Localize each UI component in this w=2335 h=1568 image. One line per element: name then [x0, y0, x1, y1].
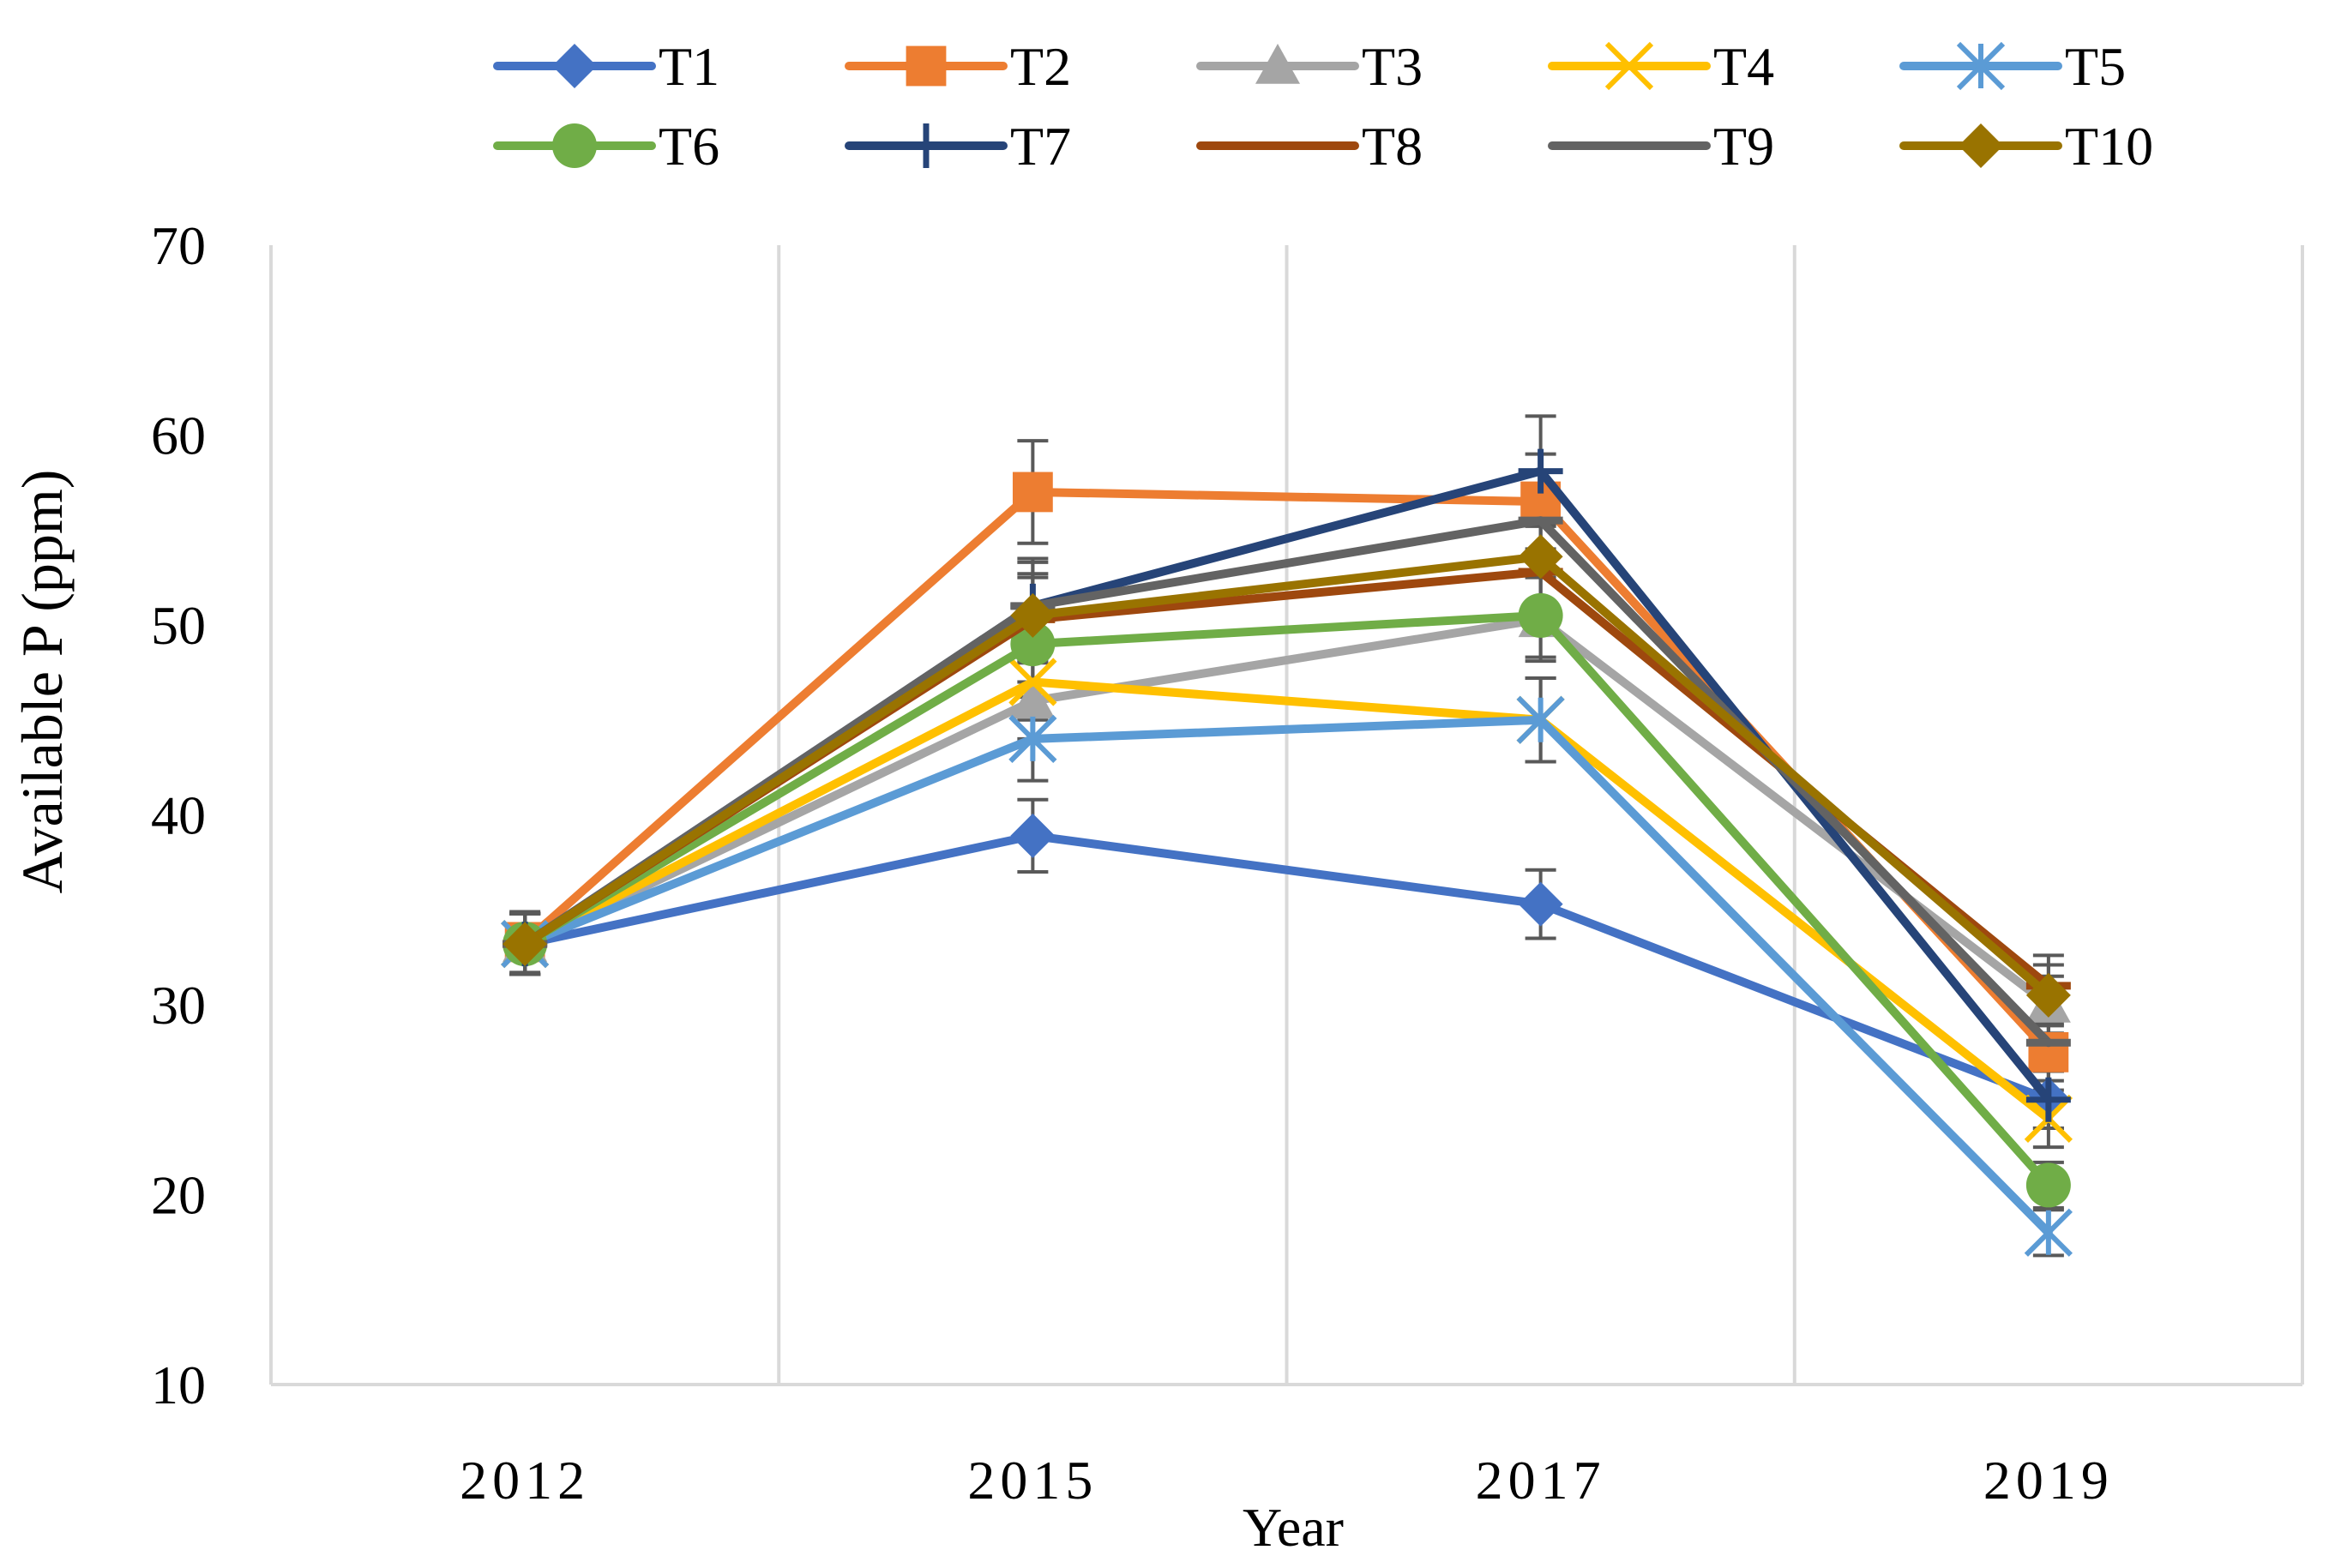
data-point-t10 — [1010, 592, 1056, 638]
marker-diamond — [1010, 813, 1056, 858]
marker-circle — [552, 123, 597, 168]
data-point-t1 — [1010, 813, 1056, 858]
legend-label-t1: T1 — [659, 36, 719, 97]
marker-x — [1604, 41, 1654, 91]
data-point-t5 — [1008, 714, 1057, 764]
legend-label-t10: T10 — [2065, 116, 2153, 177]
legend-item-t7: T7 — [845, 116, 1071, 177]
series-line-t10 — [521, 552, 2053, 1000]
legend-label-t8: T8 — [1362, 116, 1423, 177]
legend: T1 T2 T3 T4 T5 T6 T7 T8 T9 T10 — [493, 36, 2153, 177]
marker-star — [1956, 41, 2006, 91]
data-point-t10 — [2025, 972, 2071, 1018]
x-tick-label: 2015 — [967, 1450, 1098, 1511]
marker-diamond — [1518, 881, 1563, 927]
legend-label-t3: T3 — [1362, 36, 1423, 97]
series-line-t5 — [521, 715, 2053, 1237]
legend-item-t9: T9 — [1548, 116, 1774, 177]
data-point-t3 — [1010, 678, 1056, 719]
marker-star — [1516, 695, 1565, 744]
series-line-t3 — [521, 615, 2053, 1009]
data-point-t10 — [1518, 534, 1563, 580]
y-tick-label: 70 — [151, 215, 206, 276]
series-line-t1 — [521, 831, 2053, 1104]
legend-item-t3: T3 — [1196, 36, 1423, 97]
marker-diamond — [1518, 534, 1563, 580]
legend-label-t2: T2 — [1010, 36, 1071, 97]
legend-item-t8: T8 — [1196, 116, 1423, 177]
marker-triangle — [1010, 678, 1056, 719]
marker-star — [1008, 714, 1057, 764]
y-tick-label: 60 — [151, 406, 206, 466]
series-line-t6 — [521, 610, 2053, 1190]
x-tick-label: 2012 — [460, 1450, 590, 1511]
legend-label-t6: T6 — [659, 116, 719, 177]
legend-label-t4: T4 — [1713, 36, 1774, 97]
marker-triangle — [1255, 44, 1300, 84]
y-axis-title: Available P (ppm) — [9, 470, 75, 894]
data-point-t6 — [2025, 1162, 2071, 1208]
y-tick-label: 10 — [151, 1355, 206, 1415]
x-tick-label: 2019 — [1983, 1450, 2114, 1511]
y-tick-label: 20 — [151, 1165, 206, 1226]
marker-square — [906, 45, 947, 87]
legend-item-t6: T6 — [493, 116, 719, 177]
axes: 10 20 30 40 50 60 70 2012 2015 2017 2019 — [151, 215, 2304, 1511]
legend-item-t1: T1 — [493, 36, 719, 97]
marker-diamond — [552, 44, 597, 88]
series-line-t4 — [521, 677, 2053, 1123]
marker-star — [2024, 1208, 2073, 1257]
legend-item-t2: T2 — [845, 36, 1071, 97]
marker-diamond — [503, 922, 548, 967]
data-point-t10 — [503, 922, 548, 967]
legend-item-t4: T4 — [1548, 36, 1774, 97]
data-point-t7 — [2025, 1077, 2071, 1122]
marker-plus — [904, 123, 948, 168]
data-point-t6 — [1010, 622, 1056, 667]
marker-diamond — [1010, 592, 1056, 638]
data-point-t6 — [1518, 592, 1563, 638]
marker-circle — [1010, 622, 1056, 667]
legend-item-t5: T5 — [1899, 36, 2126, 97]
marker-diamond — [1959, 123, 2003, 168]
marker-circle — [1518, 592, 1563, 638]
legend-item-t10: T10 — [1899, 116, 2153, 177]
data-point-t4 — [1008, 658, 1057, 706]
x-axis-title: Year — [1243, 1497, 1344, 1558]
data-point-t1 — [1518, 881, 1563, 927]
marker-square — [1012, 472, 1053, 513]
y-tick-label: 50 — [151, 595, 206, 656]
legend-label-t7: T7 — [1010, 116, 1071, 177]
data-point-t5 — [1516, 695, 1565, 744]
marker-plus — [2025, 1077, 2071, 1122]
legend-label-t9: T9 — [1713, 116, 1774, 177]
series-group — [501, 414, 2073, 1258]
x-tick-label: 2017 — [1476, 1450, 1606, 1511]
y-tick-label: 40 — [151, 785, 206, 846]
y-tick-label: 30 — [151, 975, 206, 1036]
data-point-t2 — [1012, 472, 1053, 513]
marker-x — [1008, 658, 1057, 706]
series-t10 — [503, 534, 2071, 1018]
marker-plus — [1518, 448, 1563, 494]
marker-circle — [2025, 1162, 2071, 1208]
marker-diamond — [2025, 972, 2071, 1018]
data-point-t5 — [2024, 1208, 2073, 1257]
legend-label-t5: T5 — [2065, 36, 2126, 97]
data-point-t7 — [1518, 448, 1563, 494]
